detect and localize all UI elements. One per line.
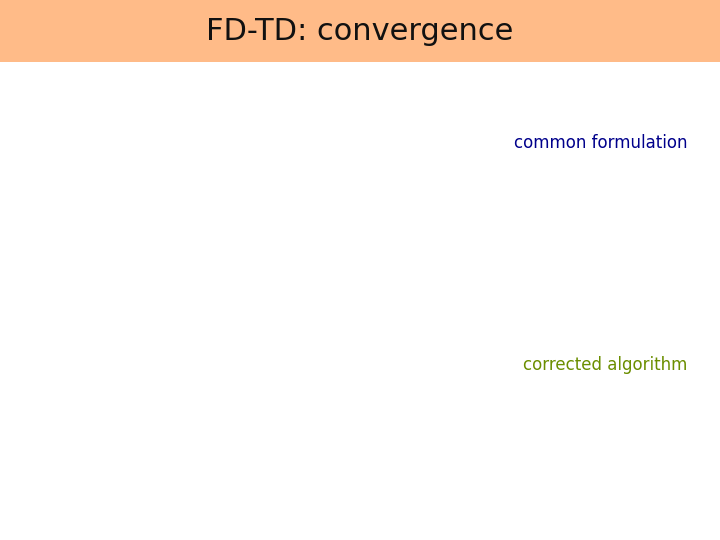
Text: FD-TD: convergence: FD-TD: convergence — [207, 17, 513, 45]
Text: common formulation: common formulation — [514, 134, 688, 152]
Text: corrected algorithm: corrected algorithm — [523, 355, 688, 374]
Bar — [0, 0, 720, 62]
